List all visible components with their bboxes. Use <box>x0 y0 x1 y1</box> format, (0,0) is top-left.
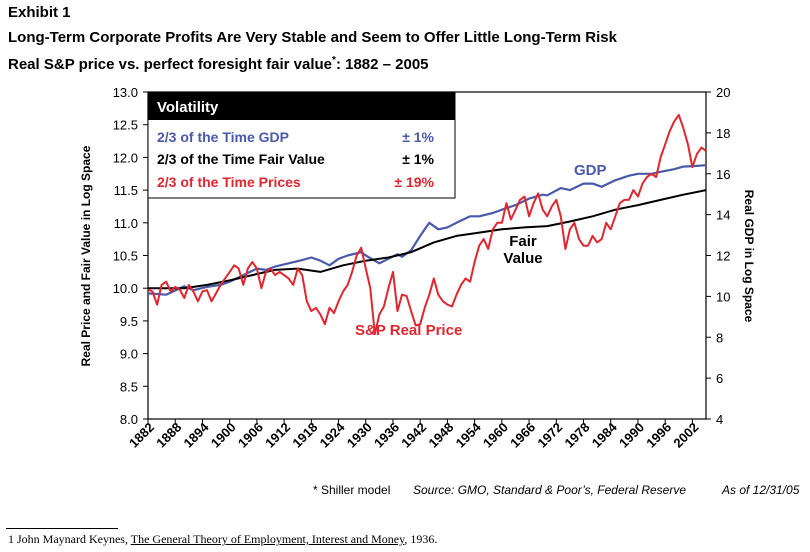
right-tick-label: 16 <box>716 167 730 182</box>
footnote: 1 John Maynard Keynes, The General Theor… <box>8 532 437 547</box>
left-tick-label: 12.5 <box>113 118 138 133</box>
right-tick-label: 12 <box>716 249 730 264</box>
subtitle-text: Real S&P price vs. perfect foresight fai… <box>8 56 333 73</box>
x-tick-label: 1888 <box>153 420 184 451</box>
legend-row-gdp-value: ± 1% <box>402 129 434 145</box>
left-tick-label: 10.5 <box>113 249 138 264</box>
legend-row-gdp-label: 2/3 of the Time GDP <box>157 129 289 145</box>
x-tick-label: 1954 <box>453 419 485 451</box>
footnote-book-title: The General Theory of Employment, Intere… <box>130 532 405 546</box>
x-tick-label: 1912 <box>262 420 293 451</box>
y-axis-right-label: Real GDP in Log Space <box>742 190 756 323</box>
legend: Volatility 2/3 of the Time GDP ± 1% 2/3 … <box>147 91 456 199</box>
right-tick-label: 8 <box>716 330 723 345</box>
gdp-series-line <box>147 164 707 296</box>
gdp-annotation: GDP <box>574 162 607 179</box>
right-tick-label: 18 <box>716 126 730 141</box>
left-tick-label: 8.0 <box>120 412 138 427</box>
x-tick-label: 1996 <box>643 420 674 451</box>
x-tick-label: 1930 <box>344 420 375 451</box>
x-tick-label: 1918 <box>289 420 320 451</box>
footnote-divider <box>6 528 118 529</box>
page-title: Long-Term Corporate Profits Are Very Sta… <box>8 29 617 46</box>
left-tick-label: 11.0 <box>114 216 138 231</box>
x-tick-label: 1960 <box>480 420 511 451</box>
left-tick-label: 9.0 <box>120 347 138 362</box>
x-tick-label: 1900 <box>208 420 239 451</box>
x-tick-label: 1894 <box>181 419 213 451</box>
left-tick-label: 9.5 <box>120 314 138 329</box>
y-axis-left-label: Real Price and Fair Value in Log Space <box>79 145 93 366</box>
fair-value-annotation-line1: Fair <box>509 233 537 250</box>
footnote-number: 1 <box>8 532 14 546</box>
x-tick-label: 1978 <box>562 420 593 451</box>
source-note: Source: GMO, Standard & Poor’s, Federal … <box>413 483 687 497</box>
x-axis: 1882188818941900190619121918192419301936… <box>126 419 701 451</box>
legend-row-fair-label: 2/3 of the Time Fair Value <box>157 151 325 167</box>
subtitle-footnote-mark: * <box>332 55 336 66</box>
x-tick-label: 1942 <box>398 420 429 451</box>
legend-row-price-value: ± 19% <box>394 174 434 190</box>
fair-value-series-line <box>148 189 707 290</box>
left-tick-label: 10.0 <box>113 281 138 296</box>
exhibit-label: Exhibit 1 <box>8 4 71 21</box>
x-tick-label: 1924 <box>317 419 349 451</box>
legend-title-bar <box>148 92 455 120</box>
legend-title: Volatility <box>157 99 219 116</box>
chart-subtitle: Real S&P price vs. perfect foresight fai… <box>8 55 429 73</box>
chart-footer: * Shiller model Source: GMO, Standard & … <box>0 483 810 499</box>
fair-value-annotation-line2: Value <box>503 250 542 267</box>
x-tick-label: 1936 <box>371 420 402 451</box>
right-tick-label: 14 <box>716 208 730 223</box>
x-tick-label: 1984 <box>589 419 621 451</box>
subtitle-years: : 1882 – 2005 <box>335 56 429 73</box>
footnote-author: John Maynard Keynes, <box>17 532 131 546</box>
left-tick-label: 12.0 <box>113 150 138 165</box>
model-note: * Shiller model <box>313 483 391 497</box>
right-axis: 4 6 8 10 12 14 16 18 20 <box>706 85 730 427</box>
price-annotation: S&P Real Price <box>355 322 462 339</box>
as-of-note: As of 12/31/05 <box>722 483 800 497</box>
right-tick-label: 10 <box>716 289 730 304</box>
x-tick-label: 1972 <box>534 420 565 451</box>
left-tick-label: 11.5 <box>114 183 138 198</box>
legend-row-price-label: 2/3 of the Time Prices <box>157 174 301 190</box>
right-tick-label: 6 <box>716 371 723 386</box>
left-axis: 8.0 8.5 9.0 9.5 10.0 10.5 11.0 11.5 12.0 12.5 13.0 <box>113 85 148 427</box>
x-tick-label: 1948 <box>425 420 456 451</box>
left-tick-label: 13.0 <box>113 85 138 100</box>
legend-row-fair-value: ± 1% <box>402 151 434 167</box>
x-tick-label: 1990 <box>616 420 647 451</box>
left-tick-label: 8.5 <box>120 379 138 394</box>
s-p-real-price-series-line <box>147 113 707 335</box>
footnote-year: , 1936. <box>404 532 438 546</box>
x-tick-label: 2002 <box>670 420 701 451</box>
series-layer <box>147 113 707 335</box>
x-tick-label: 1966 <box>507 420 538 451</box>
right-tick-label: 4 <box>716 412 723 427</box>
right-tick-label: 20 <box>716 85 730 100</box>
x-tick-label: 1906 <box>235 420 266 451</box>
